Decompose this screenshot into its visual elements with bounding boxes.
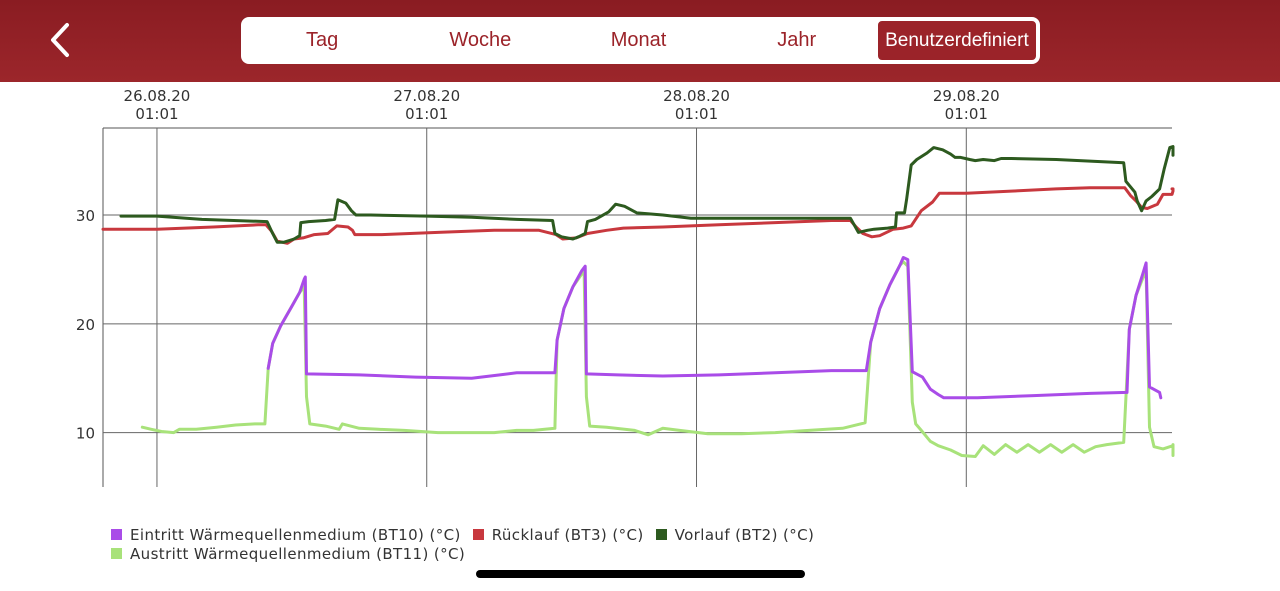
x-tick-date-label: 27.08.20 xyxy=(393,87,460,105)
series-line-3 xyxy=(140,260,1175,458)
legend-item-bt2: Vorlauf (BT2) (°C) xyxy=(655,525,815,544)
y-tick-label: 30 xyxy=(76,207,95,225)
legend-swatch-bt10 xyxy=(111,529,122,540)
x-tick-date-label: 29.08.20 xyxy=(933,87,1000,105)
y-tick-label: 10 xyxy=(76,425,95,443)
chevron-left-icon xyxy=(51,23,69,57)
home-indicator xyxy=(476,570,805,578)
x-tick-date-label: 26.08.20 xyxy=(124,87,191,105)
legend-swatch-bt11 xyxy=(111,548,122,559)
legend-label-bt11: Austritt Wärmequellenmedium (BT11) (°C) xyxy=(130,544,466,563)
legend-label-bt10: Eintritt Wärmequellenmedium (BT10) (°C) xyxy=(130,525,461,544)
series-line-0 xyxy=(266,256,1163,400)
tab-monat[interactable]: Monat xyxy=(610,29,667,51)
tab-tag[interactable]: Tag xyxy=(305,29,339,51)
chart-legend: Eintritt Wärmequellenmedium (BT10) (°C) … xyxy=(111,525,871,563)
tab-benutzerdefiniert[interactable]: Benutzerdefiniert xyxy=(875,19,1039,62)
temperature-line-chart[interactable]: 26.08.2001:0127.08.2001:0128.08.2001:012… xyxy=(0,82,1280,522)
x-tick-date-label: 28.08.20 xyxy=(663,87,730,105)
legend-item-bt3: Rücklauf (BT3) (°C) xyxy=(472,525,644,544)
time-range-selector: Tag Woche Monat Jahr Benutzerdefiniert xyxy=(241,17,1040,64)
legend-swatch-bt2 xyxy=(655,529,667,540)
legend-label-bt2: Vorlauf (BT2) (°C) xyxy=(674,525,815,544)
series-line-1 xyxy=(101,186,1175,245)
back-button[interactable] xyxy=(36,16,84,64)
x-axis-ticks: 26.08.2001:0127.08.2001:0128.08.2001:012… xyxy=(124,87,1000,123)
tab-woche[interactable]: Woche xyxy=(449,29,512,51)
x-tick-time-label: 01:01 xyxy=(405,105,448,123)
x-tick-time-label: 01:01 xyxy=(945,105,988,123)
y-axis-ticks: 10 20 30 xyxy=(76,207,95,443)
legend-item-bt10: Eintritt Wärmequellenmedium (BT10) (°C) xyxy=(111,526,461,544)
chart-grid xyxy=(102,127,1172,487)
x-tick-time-label: 01:01 xyxy=(675,105,718,123)
header-bar: Tag Woche Monat Jahr Benutzerdefiniert xyxy=(0,0,1280,82)
series-lines xyxy=(101,145,1175,458)
tab-jahr[interactable]: Jahr xyxy=(777,29,817,51)
legend-label-bt3: Rücklauf (BT3) (°C) xyxy=(491,525,644,544)
x-tick-time-label: 01:01 xyxy=(135,105,178,123)
series-line-2 xyxy=(119,145,1175,244)
y-tick-label: 20 xyxy=(76,316,95,334)
legend-swatch-bt3 xyxy=(472,529,484,540)
legend-item-bt11: Austritt Wärmequellenmedium (BT11) (°C) xyxy=(111,545,465,563)
